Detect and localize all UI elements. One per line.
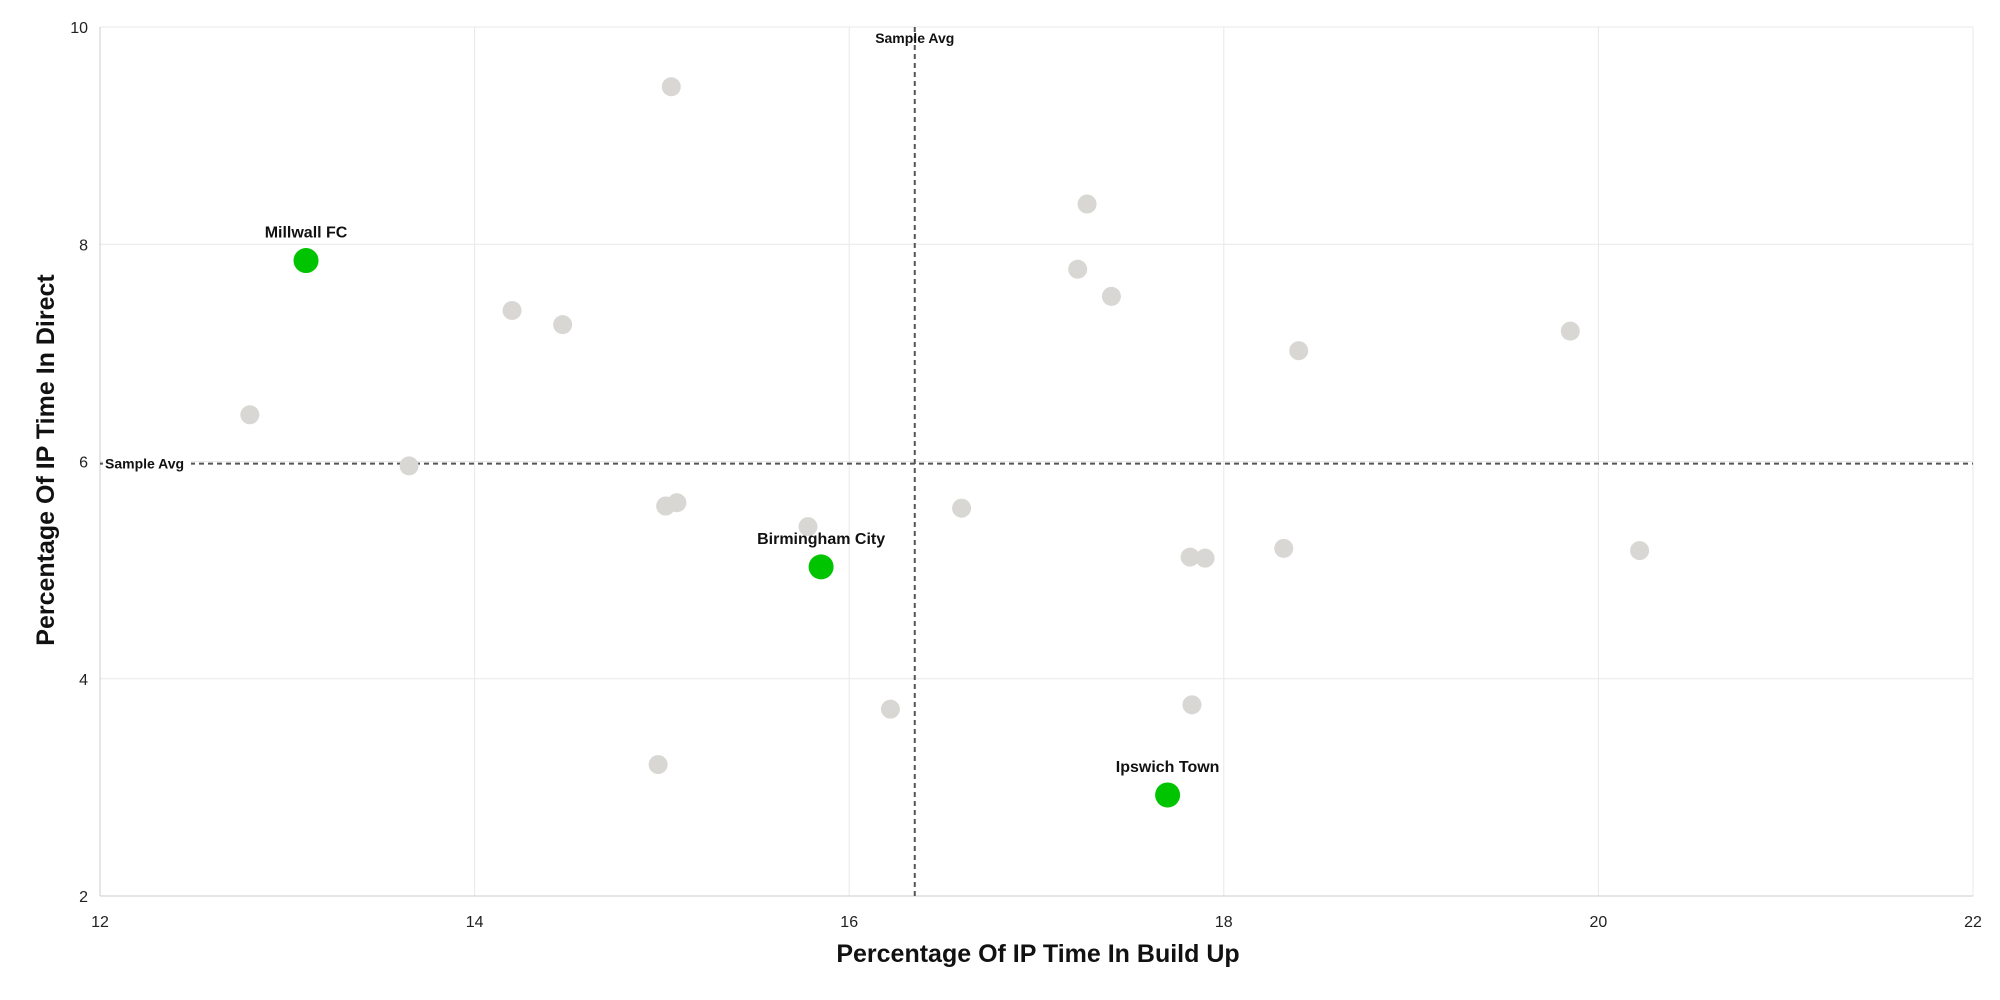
data-point — [798, 517, 818, 537]
y-tick-label: 4 — [79, 672, 88, 689]
y-tick-label: 6 — [79, 455, 88, 472]
sample-avg-lines: Sample Avg Sample Avg — [100, 27, 1973, 896]
data-point — [1101, 286, 1121, 306]
data-point — [553, 315, 573, 335]
x-tick-label: 22 — [1964, 914, 1982, 931]
data-point — [648, 755, 668, 775]
data-point — [1630, 541, 1650, 561]
data-point — [1289, 341, 1309, 361]
data-point — [952, 498, 972, 518]
data-point — [1180, 547, 1200, 567]
x-tick-label: 12 — [91, 914, 109, 931]
y-tick-label: 10 — [70, 20, 88, 37]
highlighted-point — [1155, 782, 1181, 808]
data-point — [880, 699, 900, 719]
data-point — [1560, 321, 1580, 341]
highlighted-point — [293, 248, 319, 274]
data-point — [240, 405, 260, 425]
data-points — [240, 77, 1650, 808]
x-avg-label: Sample Avg — [875, 30, 954, 46]
team-label: Millwall FC — [265, 225, 348, 242]
x-tick-label: 14 — [466, 914, 484, 931]
data-point — [502, 301, 522, 321]
y-tick-label: 2 — [79, 889, 88, 906]
data-point — [1068, 259, 1088, 279]
point-labels: Millwall FC Birmingham City Ipswich Town — [265, 225, 1220, 776]
data-point — [1274, 538, 1294, 558]
x-axis-title: Percentage Of IP Time In Build Up — [836, 940, 1239, 968]
data-point — [1182, 695, 1202, 715]
data-point — [399, 456, 419, 476]
team-label: Ipswich Town — [1116, 759, 1220, 776]
highlighted-point — [808, 554, 834, 580]
data-point — [656, 496, 676, 516]
y-tick-label: 8 — [79, 237, 88, 254]
grid — [99, 26, 1974, 897]
y-axis-title: Percentage Of IP Time In Direct — [32, 274, 60, 646]
x-tick-label: 18 — [1215, 914, 1233, 931]
y-avg-label: Sample Avg — [105, 456, 184, 472]
y-avg-label-bg — [103, 453, 191, 474]
team-label: Birmingham City — [757, 531, 885, 548]
data-point — [1077, 194, 1097, 214]
data-point — [1195, 548, 1215, 568]
x-tick-label: 16 — [840, 914, 858, 931]
x-tick-label: 20 — [1590, 914, 1608, 931]
data-point — [661, 77, 681, 97]
